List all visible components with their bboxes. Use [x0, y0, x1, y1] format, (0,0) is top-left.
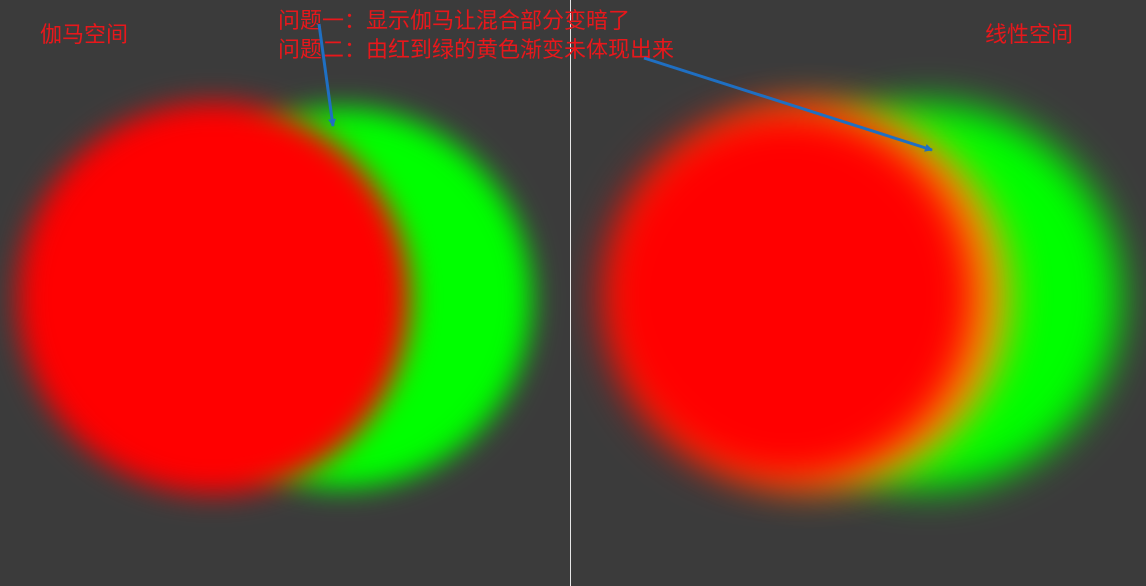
problem-1-note: 问题一：显示伽马让混合部分变暗了	[278, 9, 631, 34]
linear-space-label: 线性空间	[985, 23, 1074, 48]
problem-2-note: 问题二：由红到绿的黄色渐变未体现出来	[278, 38, 675, 63]
gamma-space-label: 伽马空间	[40, 23, 129, 48]
linear-red-circle	[602, 110, 974, 482]
gamma-red-circle	[18, 102, 410, 494]
panel-divider	[570, 0, 571, 586]
